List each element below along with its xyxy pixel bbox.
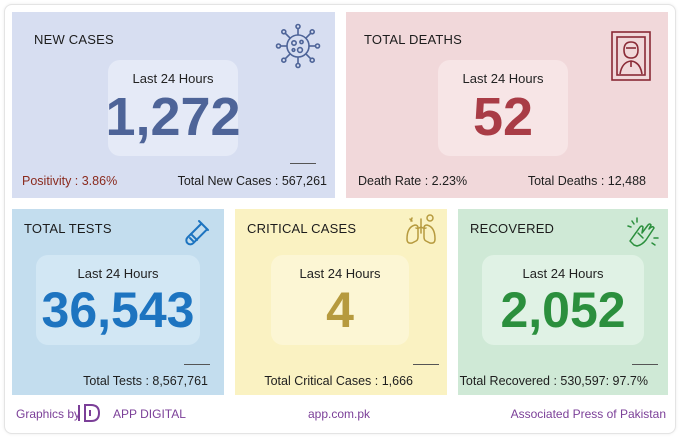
app-digital-brand: APP DIGITAL xyxy=(113,407,186,421)
total-deaths-period: Last 24 Hours xyxy=(462,71,544,86)
death-rate: Death Rate : 2.23% xyxy=(358,174,468,188)
total-recovered: Total Recovered : 530,597: 97.7% xyxy=(459,374,648,388)
lungs-icon xyxy=(406,214,436,244)
new-cases-title: NEW CASES xyxy=(34,32,114,47)
total-tests-value: 36,543 xyxy=(41,282,195,338)
critical-cases-period: Last 24 Hours xyxy=(299,266,381,281)
graphics-by-label: Graphics by xyxy=(16,407,81,421)
recovered-period: Last 24 Hours xyxy=(522,266,604,281)
divider xyxy=(413,364,439,365)
recovered-value: 2,052 xyxy=(500,282,626,338)
website-link[interactable]: app.com.pk xyxy=(308,407,371,421)
clapping-hands-icon xyxy=(627,217,659,247)
total-deaths-highlight: Last 24 Hours 52 xyxy=(438,60,568,156)
total-tests: Total Tests : 8,567,761 xyxy=(83,374,208,388)
new-cases-period: Last 24 Hours xyxy=(132,71,214,86)
critical-cases-title: CRITICAL CASES xyxy=(247,221,357,236)
total-deaths-title: TOTAL DEATHS xyxy=(364,32,462,47)
app-digital-logo xyxy=(78,404,101,422)
total-deaths-card: TOTAL DEATHS Last 24 Hours 52 Death Rate… xyxy=(346,12,668,198)
recovered-title: RECOVERED xyxy=(470,221,555,236)
new-cases-value: 1,272 xyxy=(105,87,241,147)
memorial-portrait-icon xyxy=(611,31,651,81)
virus-icon xyxy=(275,23,321,69)
new-cases-card: NEW CASES Last 24 Hours 1,272 Positivity… xyxy=(12,12,335,198)
critical-cases-highlight: Last 24 Hours 4 xyxy=(271,255,409,345)
new-cases-highlight: Last 24 Hours 1,272 xyxy=(105,60,241,156)
critical-cases-card: CRITICAL CASES Last 24 Hours 4 Total Cri… xyxy=(235,209,447,395)
recovered-card: RECOVERED Last 24 Hours 2,052 Total Reco… xyxy=(458,209,668,395)
critical-cases-value: 4 xyxy=(326,282,354,338)
positivity-rate: Positivity : 3.86% xyxy=(22,174,118,188)
recovered-highlight: Last 24 Hours 2,052 xyxy=(482,255,644,345)
divider xyxy=(632,364,658,365)
total-new-cases: Total New Cases : 567,261 xyxy=(177,174,327,188)
test-tube-icon xyxy=(185,220,209,246)
total-critical-cases: Total Critical Cases : 1,666 xyxy=(264,374,413,388)
total-tests-title: TOTAL TESTS xyxy=(24,221,112,236)
divider xyxy=(184,364,210,365)
total-tests-card: TOTAL TESTS Last 24 Hours 36,543 Total T… xyxy=(12,209,224,395)
total-deaths-value: 52 xyxy=(472,87,534,147)
agency-name: Associated Press of Pakistan xyxy=(510,407,666,421)
total-tests-period: Last 24 Hours xyxy=(77,266,159,281)
total-tests-highlight: Last 24 Hours 36,543 xyxy=(36,255,200,345)
divider xyxy=(290,163,316,164)
total-deaths: Total Deaths : 12,488 xyxy=(527,174,646,188)
